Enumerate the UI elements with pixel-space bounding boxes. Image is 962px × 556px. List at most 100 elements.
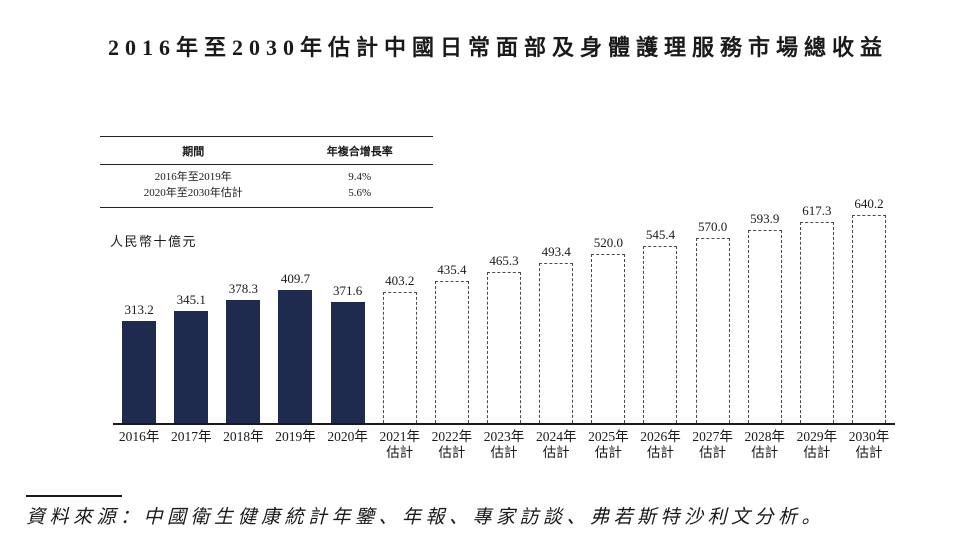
- actual-bar: [122, 321, 157, 423]
- bar-slot: 570.0: [687, 219, 739, 423]
- estimate-bar: [382, 292, 417, 423]
- x-axis-year: 2024年: [535, 429, 577, 444]
- bar-value-label: 465.3: [489, 253, 519, 268]
- cagr-row-value: 9.4%: [348, 171, 372, 183]
- x-axis-estimate-suffix: 估計: [542, 445, 570, 460]
- estimate-bar: [539, 263, 574, 423]
- estimate-bar: [591, 254, 626, 423]
- x-axis-year: 2019年: [275, 429, 316, 444]
- bar-value-label: 403.2: [385, 273, 415, 288]
- bar-slot: 371.6: [322, 283, 374, 423]
- plot-area: 313.2 345.1 378.3 409.7 371.6 403.2 435.4 465.3…: [113, 190, 895, 425]
- x-axis-year: 2025年: [588, 429, 629, 444]
- estimate-bar: [434, 281, 469, 423]
- x-axis-label: 2019年: [269, 429, 321, 461]
- bar-value-label: 345.1: [176, 292, 206, 307]
- source-note: 資料來源：中國衛生健康統計年鑒、年報、專家訪談、弗若斯特沙利文分析。: [26, 507, 826, 528]
- cagr-table-row: 2016年至2019年 9.4%: [100, 169, 433, 185]
- x-axis-label: 2028年 估計: [739, 429, 791, 461]
- x-axis-year: 2028年: [744, 429, 786, 444]
- x-axis-label: 2017年: [165, 429, 217, 461]
- bar-value-label: 435.4: [437, 262, 467, 277]
- bar-slot: 345.1: [165, 292, 217, 423]
- x-axis-year: 2018年: [223, 429, 264, 444]
- bar-value-label: 493.4: [541, 244, 571, 259]
- bar-chart: 313.2 345.1 378.3 409.7 371.6 403.2 435.4 465.3…: [113, 190, 895, 461]
- x-axis-estimate-suffix: 估計: [438, 445, 466, 460]
- cagr-row-period: 2016年至2019年: [154, 171, 232, 183]
- x-axis-estimate-suffix: 估計: [803, 445, 831, 460]
- x-axis-label: 2021年 估計: [374, 429, 426, 461]
- x-axis-estimate-suffix: 估計: [594, 445, 622, 460]
- estimate-bar: [487, 272, 522, 423]
- estimate-bar: [643, 246, 678, 423]
- x-axis-label: 2024年 估計: [530, 429, 582, 461]
- actual-bar: [278, 290, 313, 423]
- bar-value-label: 520.0: [593, 235, 623, 250]
- actual-bar: [226, 300, 261, 423]
- cagr-row-period: 2020年至2030年估計: [143, 187, 243, 199]
- bar-slot: 640.2: [843, 196, 895, 423]
- bar-slot: 593.9: [739, 211, 791, 423]
- x-axis-year: 2029年: [796, 429, 838, 444]
- x-axis-labels: 2016年 2017年 2018年 2019年 2020年 2021年 估計 2022年 估計 2…: [113, 429, 895, 461]
- actual-bar: [330, 302, 365, 423]
- x-axis-year: 2027年: [692, 429, 733, 444]
- cagr-table-body: 2016年至2019年 9.4% 2020年至2030年估計 5.6%: [100, 165, 433, 207]
- x-axis-year: 2017年: [170, 429, 212, 444]
- x-axis-label: 2027年 估計: [687, 429, 739, 461]
- x-axis-label: 2025年 估計: [582, 429, 634, 461]
- x-axis-estimate-suffix: 估計: [646, 445, 674, 460]
- bar-slot: 545.4: [634, 227, 686, 423]
- x-axis-label: 2030年 估計: [843, 429, 895, 461]
- x-axis-year: 2021年: [379, 429, 421, 444]
- x-axis-label: 2026年 估計: [634, 429, 686, 461]
- chart-title: 2016年至2030年估計中國日常面部及身體護理服務市場總收益: [107, 35, 888, 60]
- bar-value-label: 378.3: [228, 281, 258, 296]
- x-axis-year: 2020年: [327, 429, 368, 444]
- x-axis-estimate-suffix: 估計: [699, 445, 727, 460]
- x-axis-estimate-suffix: 估計: [855, 445, 883, 460]
- cagr-header-cagr: 年複合增長率: [326, 146, 393, 158]
- bar-slot: 493.4: [530, 244, 582, 423]
- bar-slot: 378.3: [217, 281, 269, 423]
- x-axis-estimate-suffix: 估計: [751, 445, 779, 460]
- x-axis-year: 2026年: [640, 429, 681, 444]
- x-axis-year: 2022年: [431, 429, 473, 444]
- x-axis-year: 2016年: [118, 429, 160, 444]
- x-axis-label: 2016年: [113, 429, 165, 461]
- estimate-bar: [747, 230, 782, 423]
- y-axis-unit-label: 人民幣十億元: [110, 234, 198, 249]
- x-axis-label: 2029年 估計: [791, 429, 843, 461]
- bar-slot: 409.7: [269, 271, 321, 423]
- cagr-table: 期間 年複合增長率 2016年至2019年 9.4% 2020年至2030年估計…: [100, 136, 433, 208]
- bar-value-label: 617.3: [802, 203, 832, 218]
- x-axis-estimate-suffix: 估計: [490, 445, 518, 460]
- bar-slot: 435.4: [426, 262, 478, 423]
- x-axis-label: 2018年: [217, 429, 269, 461]
- bar-slot: 617.3: [791, 203, 843, 423]
- bar-value-label: 409.7: [280, 271, 311, 286]
- bar-value-label: 640.2: [854, 196, 884, 211]
- x-axis-year: 2023年: [483, 429, 525, 444]
- cagr-header-period: 期間: [182, 146, 205, 158]
- bar-slot: 313.2: [113, 302, 165, 423]
- estimate-bar: [695, 238, 730, 423]
- cagr-table-header: 期間 年複合增長率: [100, 137, 433, 165]
- bar-value-label: 313.2: [124, 302, 154, 317]
- estimate-bar: [799, 222, 834, 423]
- bar-slot: 465.3: [478, 253, 530, 423]
- cagr-row-value: 5.6%: [348, 187, 372, 199]
- x-axis-label: 2022年 估計: [426, 429, 478, 461]
- bar-slot: 520.0: [582, 235, 634, 423]
- bar-value-label: 593.9: [750, 211, 780, 226]
- bar-value-label: 371.6: [333, 283, 363, 298]
- x-axis-label: 2020年: [322, 429, 374, 461]
- actual-bar: [174, 311, 209, 423]
- estimate-bar: [852, 215, 887, 423]
- x-axis-year: 2030年: [848, 429, 890, 444]
- x-axis-estimate-suffix: 估計: [386, 445, 414, 460]
- cagr-table-row: 2020年至2030年估計 5.6%: [100, 185, 433, 201]
- x-axis-label: 2023年 估計: [478, 429, 530, 461]
